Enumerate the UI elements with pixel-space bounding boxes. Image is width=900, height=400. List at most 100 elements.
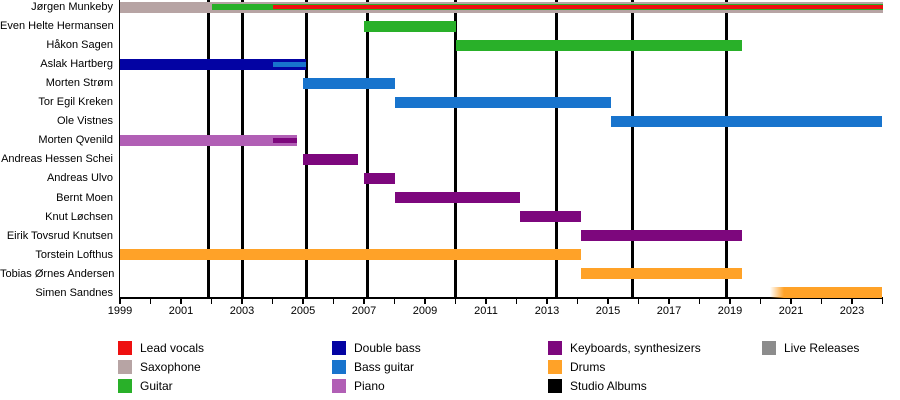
axis-tick: [546, 298, 548, 304]
legend-swatch-guitar: [118, 379, 132, 393]
axis-tick: [363, 298, 365, 304]
studio-album-line: [365, 0, 369, 297]
x-axis-line: [118, 297, 883, 299]
member-label: Simen Sandnes: [35, 286, 113, 299]
studio-album-line: [304, 0, 308, 297]
axis-tick-label: 1999: [107, 305, 133, 317]
timeline-bar-keyboards: [303, 153, 358, 165]
timeline-bar-keyboards: [394, 192, 520, 203]
legend-swatch-bass-guitar: [332, 360, 346, 374]
legend-swatch-lead-vocals: [118, 341, 132, 355]
timeline-bar-piano: [120, 134, 297, 146]
axis-tick-label: 2001: [168, 305, 194, 317]
axis-tick-label: 2005: [290, 305, 316, 317]
timeline-bar-keyboards: [364, 172, 395, 184]
timeline-bar-lead-vocals: [272, 5, 883, 9]
axis-tick: [485, 298, 487, 304]
axis-tick: [119, 298, 121, 304]
axis-tick: [515, 298, 518, 304]
axis-tick-label: 2023: [839, 305, 865, 317]
legend-label-double-bass: Double bass: [354, 341, 421, 355]
legend-label-keyboards: Keyboards, synthesizers: [570, 341, 701, 355]
legend-label-saxophone: Saxophone: [140, 360, 201, 374]
axis-tick: [332, 298, 335, 304]
timeline-bar-keyboards: [519, 211, 581, 223]
legend-label-guitar: Guitar: [140, 379, 173, 393]
timeline-bar-keyboards: [580, 230, 743, 242]
axis-tick-label: 2003: [229, 305, 255, 317]
axis-tick-label: 2021: [778, 305, 804, 317]
axis-tick-label: 2015: [595, 305, 621, 317]
member-label: Eirik Tovsrud Knutsen: [6, 229, 113, 242]
axis-tick: [271, 298, 274, 304]
legend-swatch-live-releases: [762, 341, 776, 355]
member-label: Torstein Lofthus: [35, 248, 113, 261]
axis-tick: [210, 298, 213, 304]
timeline-bar-bass-guitar: [303, 77, 395, 89]
timeline-bar-bass-guitar: [611, 115, 883, 127]
timeline-bar-drums: [120, 249, 581, 261]
member-label: Knut Løchsen: [45, 210, 113, 223]
legend-label-piano: Piano: [354, 379, 385, 393]
axis-tick: [851, 298, 853, 304]
axis-tick-label: 2017: [656, 305, 682, 317]
legend-swatch-saxophone: [118, 360, 132, 374]
timeline-bar-guitar: [364, 20, 456, 32]
axis-tick-label: 2009: [412, 305, 438, 317]
axis-tick: [729, 298, 731, 304]
studio-album-line: [454, 0, 457, 297]
axis-tick: [302, 298, 304, 304]
y-axis-line: [118, 0, 120, 299]
axis-tick: [790, 298, 792, 304]
axis-tick-label: 2011: [474, 305, 498, 317]
axis-tick: [668, 298, 670, 304]
legend-swatch-drums: [548, 360, 562, 374]
legend-label-bass-guitar: Bass guitar: [354, 360, 415, 374]
member-label: Tor Egil Kreken: [38, 96, 113, 109]
legend-label-studio-albums: Studio Albums: [570, 379, 647, 393]
axis-tick: [820, 298, 823, 304]
legend-swatch-studio-albums: [548, 379, 562, 393]
axis-tick: [881, 298, 884, 304]
legend-label-lead-vocals: Lead vocals: [140, 341, 205, 355]
studio-album-line: [554, 0, 558, 297]
timeline-bar-drums: [580, 268, 743, 280]
axis-tick: [393, 298, 396, 304]
axis-tick: [241, 298, 243, 304]
member-label: Ole Vistnes: [56, 115, 113, 128]
legend-swatch-keyboards: [548, 341, 562, 355]
legend-label-live-releases: Live Releases: [784, 341, 860, 355]
member-label: Aslak Hartberg: [40, 58, 113, 71]
axis-tick: [454, 298, 457, 304]
timeline-bar-keyboards: [272, 137, 297, 143]
axis-tick: [149, 298, 152, 304]
timeline-bar-bass-guitar: [272, 61, 307, 67]
timeline-bar-bass-guitar: [394, 96, 612, 108]
member-label: Håkon Sagen: [46, 39, 113, 52]
axis-tick: [759, 298, 762, 304]
axis-tick: [698, 298, 701, 304]
axis-tick-label: 2013: [534, 305, 560, 317]
timeline-bar-guitar: [455, 39, 743, 51]
legend-label-drums: Drums: [570, 360, 606, 374]
axis-tick: [576, 298, 579, 304]
member-label: Morten Strøm: [45, 77, 113, 90]
timeline-bar-drums: [769, 287, 883, 299]
studio-album-line: [206, 0, 210, 297]
studio-album-line: [630, 0, 634, 297]
axis-tick: [637, 298, 640, 304]
member-label: Andreas Ulvo: [46, 172, 113, 185]
axis-tick-label: 2007: [351, 305, 377, 317]
timeline-bar-double-bass: [120, 58, 307, 70]
studio-album-line: [725, 0, 729, 297]
axis-tick-label: 2019: [717, 305, 743, 317]
legend-swatch-double-bass: [332, 341, 346, 355]
member-label: Andreas Hessen Schei: [1, 153, 113, 166]
axis-tick: [180, 298, 182, 304]
member-label: Tobias Ørnes Andersen: [0, 267, 115, 280]
legend-swatch-piano: [332, 379, 346, 393]
studio-album-line: [240, 0, 244, 297]
member-label: Morten Qvenild: [38, 134, 113, 147]
axis-tick: [607, 298, 609, 304]
